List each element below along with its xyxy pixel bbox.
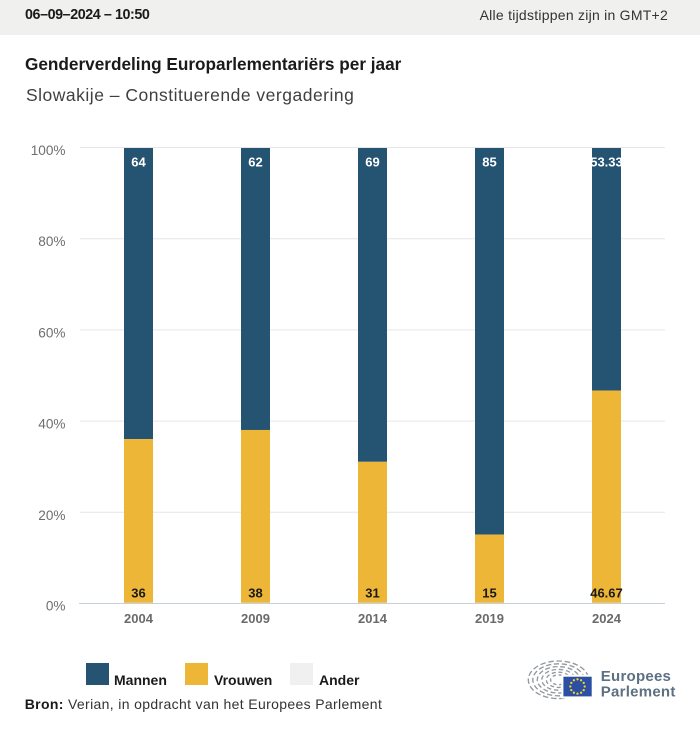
svg-text:38: 38	[248, 586, 262, 601]
svg-text:Parlement: Parlement	[601, 684, 676, 701]
svg-text:Europees: Europees	[601, 668, 671, 685]
svg-text:40%: 40%	[38, 417, 65, 432]
svg-text:36: 36	[131, 586, 145, 601]
svg-text:15: 15	[482, 586, 496, 601]
svg-text:2024: 2024	[592, 611, 622, 626]
svg-text:80%: 80%	[38, 234, 65, 249]
svg-text:85: 85	[482, 155, 496, 170]
svg-text:2009: 2009	[241, 611, 270, 626]
svg-text:2019: 2019	[475, 611, 504, 626]
svg-text:2014: 2014	[358, 611, 388, 626]
svg-text:62: 62	[248, 155, 262, 170]
svg-text:64: 64	[131, 155, 146, 170]
svg-text:60%: 60%	[38, 325, 65, 340]
svg-text:100%: 100%	[31, 143, 66, 158]
svg-text:2004: 2004	[124, 611, 154, 626]
svg-text:46.67: 46.67	[590, 586, 623, 601]
svg-text:69: 69	[365, 155, 379, 170]
svg-text:53.33: 53.33	[590, 155, 623, 170]
svg-text:31: 31	[365, 586, 379, 601]
svg-text:20%: 20%	[38, 508, 65, 523]
svg-text:0%: 0%	[46, 599, 66, 614]
